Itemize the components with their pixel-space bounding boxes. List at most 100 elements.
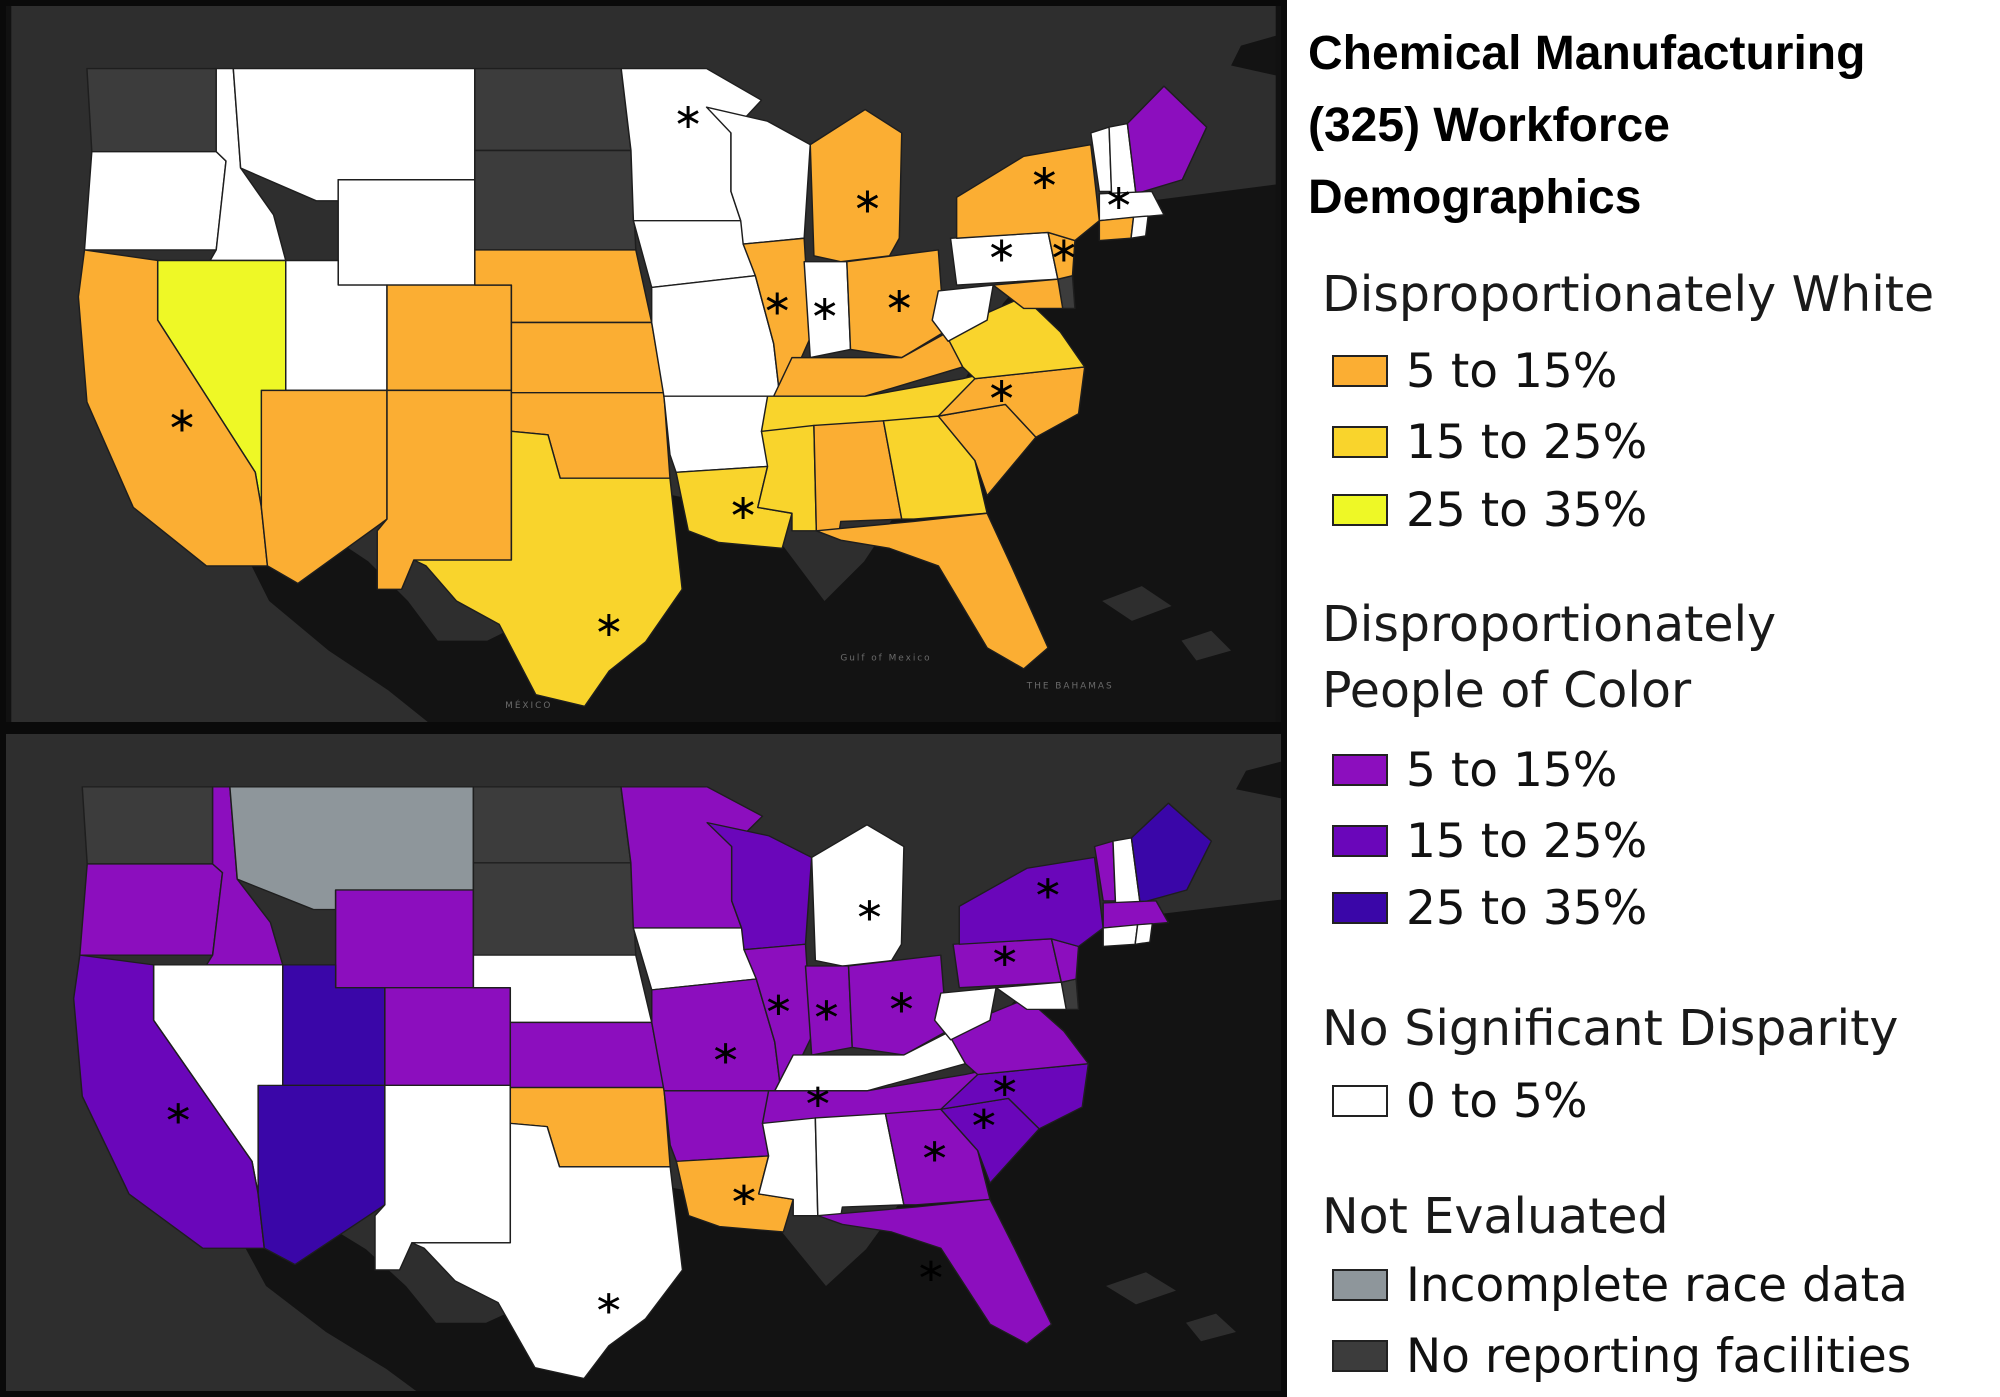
state-mi — [810, 824, 905, 967]
legend-swatch — [1332, 1269, 1388, 1301]
significance-star-icon: ∗ — [919, 1132, 950, 1169]
state-wv — [933, 987, 997, 1041]
state-ny — [955, 143, 1101, 242]
state-tx — [413, 430, 683, 708]
legend-label: No reporting facilities — [1406, 1328, 1912, 1384]
significance-star-icon: ∗ — [886, 984, 917, 1021]
significance-star-icon: ∗ — [763, 986, 794, 1023]
significance-star-icon: ∗ — [884, 281, 915, 321]
state-ma — [1098, 190, 1165, 222]
significance-star-icon: ∗ — [1104, 178, 1135, 218]
legend-label: 25 to 35% — [1406, 880, 1648, 936]
state-sd — [472, 862, 637, 956]
state-ri — [1130, 215, 1149, 239]
legend-swatch — [1332, 426, 1388, 458]
significance-star-icon: ∗ — [810, 289, 841, 329]
significance-star-icon: ∗ — [762, 283, 793, 323]
basemap-island — [1106, 1272, 1176, 1305]
state-nd — [472, 786, 632, 864]
significance-star-icon: ∗ — [710, 1035, 741, 1072]
state-wy — [337, 179, 476, 286]
choropleth-map-top: ∗ ∗ ∗ ∗ ∗ ∗ ∗ ∗ ∗ ∗ ∗ ∗ ∗ MÉXICO Gulf of Mexico THE … — [11, 6, 1276, 722]
state-oh — [846, 249, 946, 359]
legend-item-poc-15-25: 15 to 25% — [1332, 813, 1648, 869]
basemap-island — [1102, 586, 1172, 621]
significance-star-icon: ∗ — [167, 400, 198, 440]
state-ct — [1098, 216, 1135, 242]
significance-star-icon: ∗ — [593, 1284, 624, 1321]
state-fl — [817, 1198, 1053, 1345]
significance-star-icon: ∗ — [729, 1176, 760, 1213]
state-wv — [931, 284, 994, 342]
legend-label: 15 to 25% — [1406, 414, 1648, 470]
state-ma — [1102, 900, 1170, 929]
significance-star-icon: ∗ — [968, 1100, 999, 1137]
map-panel-bottom: ∗ ∗ ∗ ∗ ∗ ∗ ∗ ∗ ∗ ∗ ∗ ∗ ∗ ∗ ∗ — [0, 728, 1287, 1397]
state-co — [386, 284, 513, 392]
state-tx — [411, 1122, 684, 1380]
state-wa — [86, 67, 217, 153]
state-co — [384, 987, 512, 1087]
significance-star-icon: ∗ — [1032, 870, 1063, 907]
legend-title: Chemical Manufacturing (325) Workforce D… — [1308, 18, 1988, 234]
significance-star-icon: ∗ — [594, 605, 625, 645]
poc-heading-line: Disproportionately — [1322, 596, 1777, 653]
legend-label: 0 to 5% — [1406, 1073, 1588, 1129]
gulf-label: Gulf of Mexico — [840, 654, 931, 664]
legend-item-poc-25-35: 25 to 35% — [1332, 880, 1648, 936]
legend-item-poc-5-15: 5 to 15% — [1332, 742, 1618, 798]
legend-swatch — [1332, 494, 1388, 526]
state-ks — [509, 1021, 665, 1089]
poc-heading-line: People of Color — [1322, 662, 1692, 719]
legend-item-white-15-25: 15 to 25% — [1332, 414, 1648, 470]
state-ri — [1134, 922, 1154, 945]
legend-item-no-facilities: No reporting facilities — [1332, 1328, 1912, 1384]
significance-star-icon: ∗ — [802, 1078, 833, 1115]
map-panel-top: ∗ ∗ ∗ ∗ ∗ ∗ ∗ ∗ ∗ ∗ ∗ ∗ ∗ MÉXICO Gulf of Mexico THE … — [0, 0, 1287, 728]
legend-title-line: Demographics — [1308, 171, 1642, 224]
state-me — [1130, 802, 1213, 904]
legend-item-no-disparity: 0 to 5% — [1332, 1073, 1588, 1129]
bahamas-label: THE BAHAMAS — [1026, 681, 1114, 691]
legend-item-white-5-15: 5 to 15% — [1332, 343, 1618, 399]
legend-label: 5 to 15% — [1406, 343, 1618, 399]
significance-star-icon: ∗ — [989, 1067, 1020, 1104]
state-fl — [815, 512, 1049, 670]
legend-swatch — [1332, 825, 1388, 857]
legend-swatch — [1332, 355, 1388, 387]
state-or — [83, 150, 227, 251]
state-sd — [474, 149, 637, 251]
legend-title-line: (325) Workforce — [1308, 99, 1670, 152]
noteval-heading: Not Evaluated — [1322, 1188, 1669, 1245]
significance-star-icon: ∗ — [854, 891, 885, 928]
legend-label: 15 to 25% — [1406, 813, 1648, 869]
state-wy — [334, 889, 475, 989]
mexico-label: MÉXICO — [505, 699, 552, 711]
state-nd — [474, 67, 632, 152]
significance-star-icon: ∗ — [673, 97, 704, 137]
white-heading: Disproportionately White — [1322, 266, 1935, 323]
significance-star-icon: ∗ — [811, 991, 842, 1028]
legend-swatch — [1332, 1085, 1388, 1117]
state-ct — [1102, 924, 1139, 948]
legend-swatch — [1332, 1340, 1388, 1372]
state-or — [79, 863, 224, 956]
legend-label: 25 to 35% — [1406, 482, 1648, 538]
significance-star-icon: ∗ — [916, 1252, 947, 1289]
state-me — [1126, 85, 1208, 195]
significance-star-icon: ∗ — [989, 937, 1020, 974]
legend-item-incomplete: Incomplete race data — [1332, 1257, 1908, 1313]
legend-swatch — [1332, 892, 1388, 924]
significance-star-icon: ∗ — [163, 1094, 194, 1131]
poc-heading: Disproportionately People of Color — [1322, 592, 1776, 724]
legend-item-white-25-35: 25 to 35% — [1332, 482, 1648, 538]
legend-label: 5 to 15% — [1406, 742, 1618, 798]
nodisp-heading: No Significant Disparity — [1322, 1000, 1899, 1057]
significance-star-icon: ∗ — [986, 371, 1017, 411]
choropleth-map-bottom: ∗∗∗ ∗ ∗∗∗∗ ∗ ∗∗∗∗∗∗ — [6, 734, 1281, 1391]
legend-title-line: Chemical Manufacturing — [1308, 27, 1866, 80]
significance-star-icon: ∗ — [1029, 158, 1060, 198]
state-mi — [809, 108, 903, 263]
legend-label: Incomplete race data — [1406, 1257, 1908, 1313]
map-legend: Chemical Manufacturing (325) Workforce D… — [1290, 0, 2000, 1397]
